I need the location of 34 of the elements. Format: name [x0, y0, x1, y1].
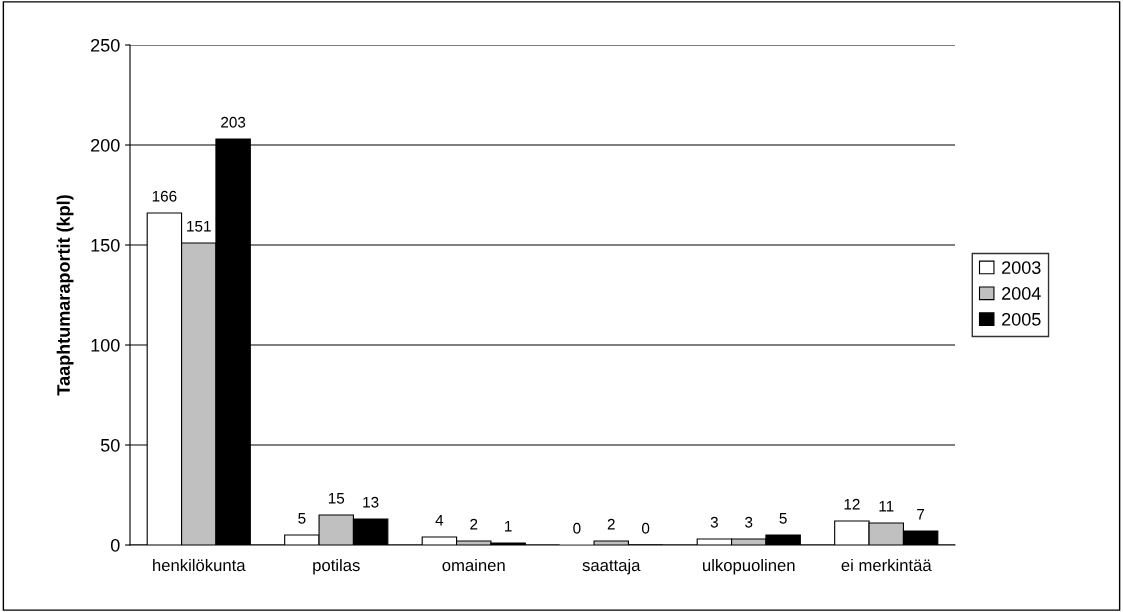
legend-label: 2003: [1002, 261, 1041, 274]
y-tick-label: 0: [110, 538, 120, 552]
legend-label: 2005: [1002, 312, 1041, 326]
data-label: 2: [470, 518, 478, 530]
x-tick-label: saattaja: [582, 558, 641, 575]
y-tick-label: 250: [91, 38, 120, 52]
data-label: 13: [363, 496, 379, 508]
data-label: 151: [187, 220, 211, 232]
legend-label: 2004: [1002, 287, 1041, 300]
data-label: 5: [779, 512, 787, 524]
y-tick-label: 200: [91, 138, 120, 152]
x-tick-label: potilas: [313, 558, 360, 575]
data-label: 0: [641, 522, 650, 534]
y-tick-label: 150: [91, 238, 120, 252]
y-axis-title: Taaphtumaraportit (kpl): [56, 195, 74, 396]
data-label: 7: [917, 508, 925, 520]
y-tick-label: 100: [91, 338, 120, 352]
data-label: 3: [710, 516, 718, 528]
data-label: 4: [435, 514, 444, 526]
data-label: 5: [298, 512, 306, 524]
data-label: 166: [152, 190, 177, 202]
data-label: 12: [844, 498, 860, 510]
data-label: 2: [607, 518, 615, 530]
y-tick-label: 50: [100, 438, 120, 452]
x-tick-label: ei merkintää: [841, 558, 932, 572]
x-tick-label: omainen: [442, 558, 505, 572]
data-label: 15: [328, 492, 345, 504]
data-label: 203: [221, 116, 246, 128]
data-label: 1: [505, 520, 512, 532]
x-tick-label: ulkopuolinen: [703, 558, 795, 575]
data-label: 11: [879, 500, 894, 512]
x-tick-label: henkilökunta: [153, 558, 246, 572]
data-label: 0: [573, 522, 581, 534]
data-label: 3: [745, 516, 753, 528]
